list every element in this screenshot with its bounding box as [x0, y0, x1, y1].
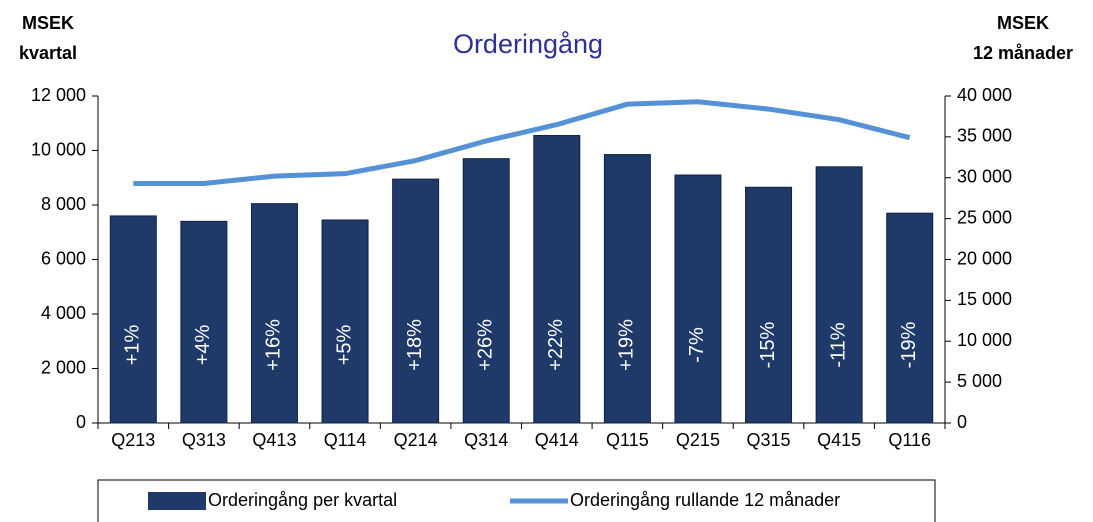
y2-tick-label: 35 000 [957, 126, 1012, 146]
growth-label: -19% [898, 321, 920, 368]
growth-label: +26% [474, 319, 496, 371]
y-tick-label: 6 000 [41, 248, 86, 268]
x-tick-label: Q116 [888, 430, 931, 450]
bar [392, 178, 440, 424]
y2-axis-title: MSEK [997, 13, 1049, 33]
legend-box [97, 479, 936, 522]
y2-tick-label: 25 000 [957, 207, 1012, 227]
growth-label: +4% [192, 324, 214, 365]
bar [886, 212, 934, 424]
growth-label: +1% [122, 324, 144, 365]
bar [250, 203, 298, 424]
legend-swatch [148, 492, 206, 510]
x-tick-label: Q414 [535, 430, 579, 450]
y-axis-title: kvartal [19, 43, 77, 63]
growth-label: -15% [757, 321, 779, 368]
bar [533, 135, 581, 424]
growth-label: +16% [263, 319, 285, 371]
chart-title: Orderingång [453, 29, 603, 59]
y-tick-label: 8 000 [41, 194, 86, 214]
y-axis-title: MSEK [22, 13, 74, 33]
x-tick-label: Q213 [111, 430, 155, 450]
bar [462, 158, 510, 424]
x-tick-label: Q114 [324, 430, 367, 450]
growth-label: -11% [827, 322, 849, 367]
y2-axis-title: 12 månader [973, 43, 1073, 63]
y-tick-label: 4 000 [41, 303, 86, 323]
y-tick-label: 2 000 [41, 357, 86, 377]
y2-tick-label: 20 000 [957, 248, 1012, 268]
y2-tick-label: 0 [957, 412, 967, 432]
growth-label: +5% [333, 324, 355, 365]
bar [603, 154, 651, 424]
y-tick-label: 0 [76, 412, 86, 432]
growth-label: +19% [616, 319, 638, 371]
x-tick-label: Q415 [817, 430, 861, 450]
y-tick-label: 12 000 [31, 85, 86, 105]
x-tick-label: Q215 [676, 430, 720, 450]
x-tick-label: Q115 [606, 430, 649, 450]
bar [321, 219, 369, 424]
y2-tick-label: 40 000 [957, 85, 1012, 105]
x-tick-label: Q413 [252, 430, 296, 450]
bar [745, 186, 793, 424]
bar [674, 174, 722, 424]
y2-tick-label: 5 000 [957, 371, 1002, 391]
line [133, 99, 911, 186]
y2-tick-label: 30 000 [957, 167, 1012, 187]
x-tick-label: Q313 [182, 430, 226, 450]
growth-label: -7% [686, 327, 708, 363]
bar [815, 166, 863, 424]
y2-tick-label: 10 000 [957, 330, 1012, 350]
growth-label: +18% [404, 319, 426, 371]
x-tick-label: Q315 [747, 430, 791, 450]
x-tick-label: Q314 [464, 430, 508, 450]
bar [109, 215, 157, 424]
x-tick-label: Q214 [394, 430, 438, 450]
growth-label: +22% [545, 319, 567, 371]
legend-label: Orderingång per kvartal [208, 490, 397, 510]
bar [180, 220, 228, 424]
y-tick-label: 10 000 [31, 139, 86, 159]
legend-label: Orderingång rullande 12 månader [570, 490, 840, 510]
y2-tick-label: 15 000 [957, 289, 1012, 309]
